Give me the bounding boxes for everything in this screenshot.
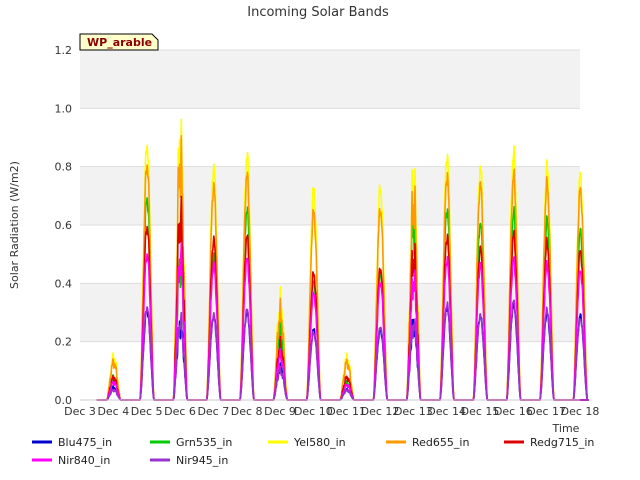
legend-label: Nir945_in (176, 454, 228, 467)
x-tick-label: Dec 11 (327, 405, 366, 418)
y-tick-label: 0.0 (55, 394, 73, 407)
station-tag-label: WP_arable (87, 36, 152, 49)
x-tick-label: Dec 17 (527, 405, 566, 418)
x-axis-title: Time (552, 422, 580, 435)
series-line-nir840_in (96, 241, 590, 401)
legend-label: Grn535_in (176, 436, 232, 449)
x-tick-label: Dec 12 (361, 405, 400, 418)
grid-bands (80, 50, 580, 342)
y-tick-label: 0.6 (55, 219, 73, 232)
station-tag: WP_arable (79, 33, 159, 51)
y-tick-label: 0.8 (55, 161, 73, 174)
x-tick-label: Dec 16 (494, 405, 533, 418)
x-tick-label: Dec 9 (264, 405, 296, 418)
x-tick-label: Dec 15 (461, 405, 500, 418)
x-tick-label: Dec 18 (561, 405, 600, 418)
chart-title: Incoming Solar Bands (247, 5, 389, 20)
y-tick-label: 1.0 (55, 102, 73, 115)
grid-band (80, 50, 580, 109)
y-tick-label: 1.2 (55, 44, 73, 57)
series-line-red655_in (96, 135, 590, 401)
series-layer (96, 118, 590, 401)
x-tick-label: Dec 5 (131, 405, 163, 418)
x-tick-label: Dec 3 (64, 405, 96, 418)
x-tick-label: Dec 14 (427, 405, 466, 418)
y-tick-labels: 0.0 0.2 0.4 0.6 0.8 1.0 1.2 (55, 44, 73, 407)
series-line-nir945_in (96, 299, 590, 401)
legend: Blu475_in Grn535_in Yel580_in Red655_in Redg… (32, 436, 594, 467)
legend-label: Blu475_in (58, 436, 112, 449)
x-tick-label: Dec 10 (294, 405, 333, 418)
legend-label: Nir840_in (58, 454, 110, 467)
legend-label: Yel580_in (293, 436, 346, 449)
series-line-yel580_in (96, 118, 590, 401)
y-tick-label: 0.2 (55, 336, 73, 349)
y-axis-title: Solar Radiation (W/m2) (8, 161, 21, 289)
station-tag-box (79, 33, 159, 51)
series-line-redg715_in (96, 195, 590, 401)
x-tick-label: Dec 4 (97, 405, 129, 418)
legend-label: Redg715_in (530, 436, 594, 449)
x-tick-label: Dec 13 (394, 405, 433, 418)
grid-band (80, 166, 580, 225)
grid-band (80, 283, 580, 342)
x-tick-label: Dec 6 (164, 405, 196, 418)
x-tick-label: Dec 7 (197, 405, 229, 418)
x-tick-label: Dec 8 (231, 405, 263, 418)
legend-label: Red655_in (412, 436, 469, 449)
y-tick-label: 0.4 (55, 277, 73, 290)
